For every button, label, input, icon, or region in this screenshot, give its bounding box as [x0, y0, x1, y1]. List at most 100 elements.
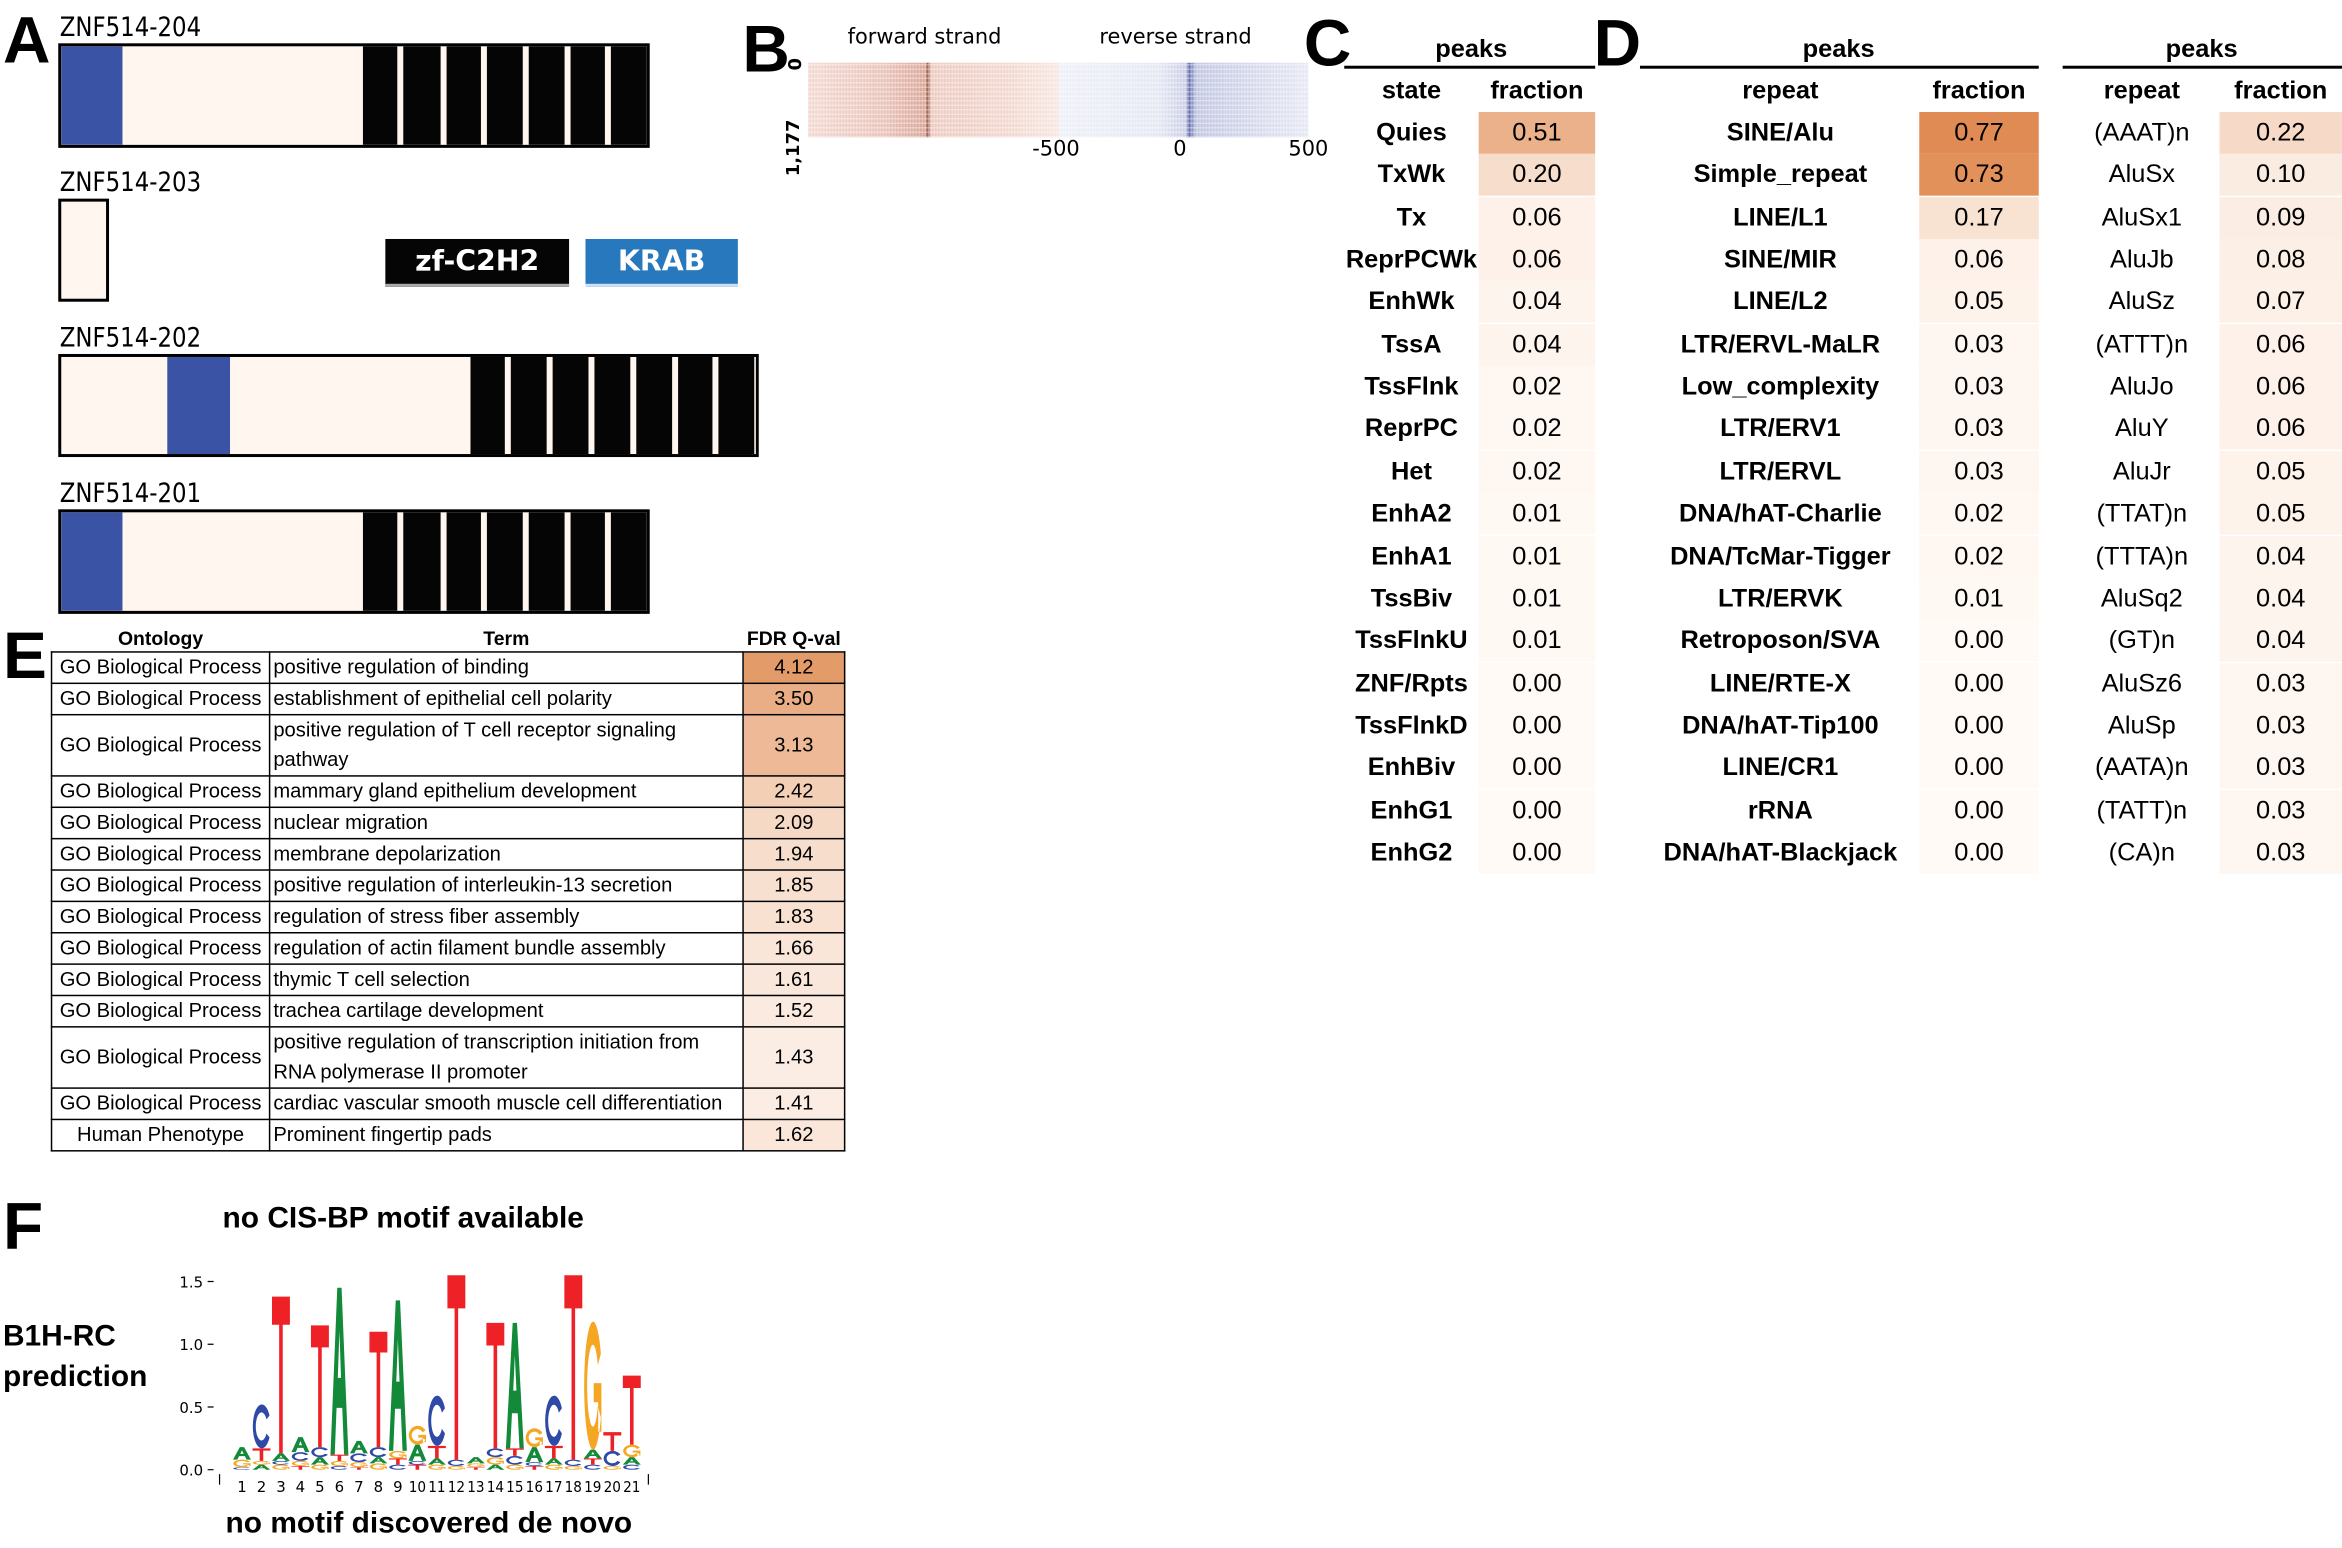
logo-letter-A [427, 1458, 446, 1465]
zf-separator [604, 512, 611, 611]
fraction-cell: 0.06 [1478, 239, 1596, 281]
denovo-note: no motif discovered de novo [225, 1507, 633, 1540]
isoform-bar [58, 43, 650, 148]
term-cell: regulation of actin filament bundle asse… [268, 932, 744, 965]
table-row: GO Biological Process positive regulation… [50, 1026, 846, 1089]
logo-letter-G [311, 1464, 329, 1470]
repeat-name: AluJo [2110, 372, 2174, 401]
ontology-cell: GO Biological Process [50, 963, 271, 997]
row-label: EnhA1 [1371, 541, 1452, 570]
y-axis-top-label: 0 [784, 57, 806, 71]
logo-letter-C [525, 1462, 543, 1466]
isoform-bar [58, 353, 759, 458]
fraction-cell: 0.10 [2219, 154, 2342, 197]
zf-c2h2-region [470, 356, 756, 455]
legend-zf-c2h2: zf-C2H2 [385, 238, 570, 287]
x-tick: 0 [1173, 137, 1187, 162]
logo-letter-T [505, 1448, 524, 1456]
table-row: Human Phenotype Prominent fingertip pads 1… [50, 1118, 846, 1152]
logo-letter-C [447, 1459, 465, 1466]
fdr-cell: 1.94 [742, 837, 846, 871]
logo-letter-C [428, 1395, 445, 1446]
ontology-cell: GO Biological Process [50, 651, 271, 685]
logo-letter-G [291, 1460, 310, 1466]
logo-letter-C [369, 1447, 387, 1458]
legend-krab: KRAB [585, 238, 738, 287]
logo-letter-G [389, 1450, 407, 1459]
ontology-cell: Human Phenotype [50, 1118, 271, 1152]
logo-letter-G [447, 1465, 465, 1470]
table-row: GO Biological Process mammary gland epith… [50, 775, 846, 809]
logo-letter-C [584, 1464, 601, 1470]
peaks-header: peaks [1435, 34, 1508, 63]
zf-separator [440, 512, 447, 611]
forward-strand-label: forward strand [847, 25, 1002, 50]
table-row: GO Biological Process thymic T cell selec… [50, 963, 846, 997]
logo-letter-A [388, 1300, 407, 1451]
logo-letter-T [388, 1458, 407, 1465]
ontology-cell: GO Biological Process [50, 1026, 271, 1089]
fraction-cell: 0.17 [1919, 196, 2039, 239]
term-cell: positive regulation of binding [268, 651, 744, 685]
repeat-name: (AAAT)n [2094, 117, 2190, 147]
table-row: GO Biological Process membrane depolariza… [50, 837, 846, 871]
fraction-cell: 0.00 [1478, 831, 1596, 874]
fraction-cell: 0.22 [2219, 112, 2342, 154]
ontology-cell: GO Biological Process [50, 775, 271, 809]
fraction-cell: 0.03 [2219, 662, 2342, 705]
term-cell: trachea cartilage development [268, 994, 744, 1028]
panel-label-d: D [1593, 7, 1642, 81]
fdr-cell: 1.62 [742, 1118, 846, 1152]
logo-letter-A [408, 1444, 427, 1461]
row-label: SINE/MIR [1723, 245, 1837, 274]
logo-letter-G [467, 1463, 485, 1468]
fraction-cell: 0.06 [2219, 323, 2342, 366]
logo-letter-G [233, 1459, 251, 1468]
b1h-label: B1H-RC [2, 1320, 116, 1354]
table-row: GO Biological Process positive regulation… [50, 869, 846, 903]
fdr-cell: 1.43 [742, 1026, 846, 1089]
row-label: ReprPCWk [1345, 245, 1478, 274]
row-label: SINE/Alu [1726, 117, 1834, 147]
x-tick-label: 21 [623, 1478, 640, 1496]
logo-letter-C [350, 1453, 367, 1463]
zf-separator [754, 356, 756, 455]
fraction-cell: 0.01 [1919, 577, 2039, 620]
fraction-cell: 0.00 [1919, 662, 2039, 705]
repeat-name: AluSp [2107, 710, 2176, 740]
logo-letter-G [369, 1463, 388, 1470]
logo-letter-G [350, 1462, 368, 1468]
logo-letter-A [486, 1464, 505, 1470]
row-label: LINE/L2 [1733, 287, 1828, 316]
x-tick: -500 [1032, 137, 1080, 162]
table-row: GO Biological Process trachea cartilage d… [50, 994, 846, 1028]
fraction-cell: 0.02 [1478, 450, 1596, 493]
logo-letter-G [584, 1321, 602, 1450]
fraction-cell: 0.04 [2219, 577, 2342, 620]
logo-letter-C [233, 1467, 251, 1470]
fraction-cell: 0.00 [1478, 747, 1596, 789]
row-label: TssFlnkD [1355, 710, 1468, 740]
x-tick-label: 14 [487, 1478, 504, 1496]
peaks-header-2: peaks [2165, 34, 2238, 63]
fraction-cell: 0.02 [1478, 408, 1596, 451]
fraction-cell: 0.01 [1478, 493, 1596, 535]
x-tick-label: 17 [545, 1478, 562, 1496]
fdr-header: FDR Q-val [746, 627, 841, 650]
row-label: EnhBiv [1367, 753, 1456, 782]
term-cell: thymic T cell selection [268, 963, 744, 997]
logo-letter-C [603, 1450, 621, 1466]
krab-domain [61, 46, 123, 145]
row-label: EnhWk [1368, 287, 1455, 316]
fraction-cell: 0.03 [1919, 408, 2039, 451]
fraction-cell: 0.04 [2219, 620, 2342, 662]
row-label: Simple_repeat [1693, 160, 1868, 189]
logo-letter-G [330, 1460, 349, 1466]
zf-separator [564, 46, 571, 145]
repeat-name: AluSx1 [2101, 202, 2183, 232]
logo-letter-C [486, 1448, 504, 1458]
isoform-label: ZNF514-204 [59, 11, 202, 44]
fraction-cell: 0.04 [1478, 281, 1596, 324]
fraction-cell: 0.03 [2219, 789, 2342, 832]
